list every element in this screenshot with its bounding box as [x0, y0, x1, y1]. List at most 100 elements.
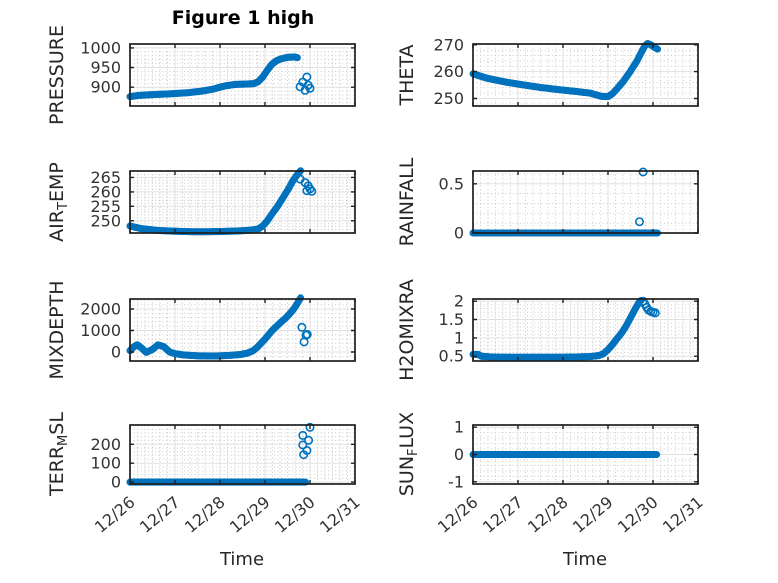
- xtick-label: 12/29: [226, 493, 274, 537]
- xtick-label: 12/30: [614, 493, 662, 537]
- ytick-label: 250: [433, 89, 464, 108]
- xtick-label: 12/27: [479, 493, 527, 537]
- x-axis-label-right: Time: [562, 549, 608, 570]
- data-marker: [293, 54, 301, 62]
- xtick-label: 12/29: [569, 493, 617, 537]
- x-axis-label-left: Time: [219, 549, 265, 570]
- ytick-label: 0: [111, 343, 121, 362]
- ytick-label: 2: [454, 292, 464, 311]
- h2omixra-outlier-point: [650, 308, 660, 318]
- ytick-label: 255: [90, 197, 121, 216]
- grid-minor: [130, 425, 355, 484]
- grid-major: [473, 44, 698, 106]
- sun-flux-series: [469, 450, 661, 458]
- ytick-label: 260: [90, 182, 121, 201]
- ytick-label: 900: [90, 78, 121, 97]
- grid-minor: [473, 171, 698, 233]
- grid-minor: [130, 299, 355, 361]
- rainfall-series: [469, 167, 661, 237]
- grid-minor: [473, 299, 698, 361]
- figure-title: Figure 1 high: [171, 7, 315, 29]
- mixdepth-outlier-point: [302, 329, 312, 339]
- tick-marks: [472, 425, 699, 484]
- ytick-label: 1000: [80, 38, 121, 57]
- mixdepth-outlier-point: [297, 322, 307, 332]
- air-temp-outlier-point: [302, 186, 312, 196]
- mixdepth-series: [126, 294, 312, 360]
- ytick-label: 0: [111, 473, 121, 492]
- xtick-label: 12/31: [659, 493, 707, 537]
- ytick-label: 260: [433, 62, 464, 81]
- ytick-label: 2000: [80, 300, 121, 319]
- air-temp-outlier-point: [307, 186, 317, 196]
- tick-marks: [129, 425, 356, 484]
- air-temp-series: [126, 167, 317, 236]
- rainfall-outlier-point: [638, 167, 648, 177]
- grid-minor: [130, 171, 355, 233]
- grid-major: [130, 171, 355, 233]
- ytick-label: 250: [90, 211, 121, 230]
- xtick-label: 12/31: [316, 493, 364, 537]
- axes-box: [472, 298, 699, 362]
- terr-msl-outlier-point: [304, 435, 314, 445]
- subplot-theta: 250 260 270: [433, 35, 699, 108]
- xtick-label: 12/28: [181, 493, 229, 537]
- data-marker: [297, 294, 305, 302]
- axes-box: [129, 424, 356, 485]
- grid-minor: [473, 44, 698, 106]
- subplot-h2omixra: 0.511.52: [439, 292, 699, 366]
- ytick-label: 0.5: [439, 347, 464, 366]
- tick-marks: [472, 299, 699, 361]
- ylabel-terr-msl: TERRMSL: [46, 412, 71, 496]
- ytick-label: 1: [454, 418, 464, 437]
- theta-series: [469, 39, 661, 101]
- h2omixra-series: [469, 296, 660, 361]
- ytick-label: 0: [454, 445, 464, 464]
- pressure-series: [126, 53, 315, 101]
- ytick-label: 200: [90, 435, 121, 454]
- ytick-label: 270: [433, 35, 464, 54]
- xtick-label: 12/26: [91, 493, 139, 537]
- data-marker: [653, 45, 661, 53]
- ytick-label: 265: [90, 168, 121, 187]
- rainfall-outlier-point: [634, 217, 644, 227]
- tick-marks: [129, 299, 356, 361]
- xtick-label: 12/27: [136, 493, 184, 537]
- pressure-outlier-point: [305, 83, 315, 93]
- tick-marks: [129, 171, 356, 233]
- ylabel-sun-flux: SUNFLUX: [396, 411, 421, 497]
- ytick-label: 1.5: [439, 310, 464, 329]
- tick-marks: [129, 44, 356, 106]
- tick-marks: [472, 44, 699, 106]
- ytick-label: 1: [454, 328, 464, 347]
- axes-box: [129, 43, 356, 107]
- tick-marks: [472, 171, 699, 234]
- grid-minor: [130, 44, 355, 106]
- terr-msl-outlier-point: [298, 430, 308, 440]
- xtick-label: 12/28: [524, 493, 572, 537]
- ytick-label: -1: [448, 472, 464, 491]
- xtick-label: 12/30: [271, 493, 319, 537]
- xtick-label: 12/26: [434, 493, 482, 537]
- subplot-rainfall: 00.5: [439, 167, 699, 243]
- ytick-label: 950: [90, 58, 121, 77]
- terr-msl-outlier-point: [305, 422, 315, 432]
- data-marker: [653, 450, 661, 458]
- ytick-label: 0.5: [439, 174, 464, 193]
- ytick-label: 0: [454, 224, 464, 243]
- subplot-mixdepth: 0 1000 2000: [80, 294, 356, 362]
- pressure-outlier-point: [300, 85, 310, 95]
- ytick-label: 1000: [80, 321, 121, 340]
- axes-box: [472, 43, 699, 107]
- axes-box: [472, 170, 699, 234]
- axes-box: [129, 170, 356, 234]
- terr-msl-outlier-point: [299, 450, 309, 460]
- grid-major: [473, 171, 698, 233]
- ytick-label: 100: [90, 454, 121, 473]
